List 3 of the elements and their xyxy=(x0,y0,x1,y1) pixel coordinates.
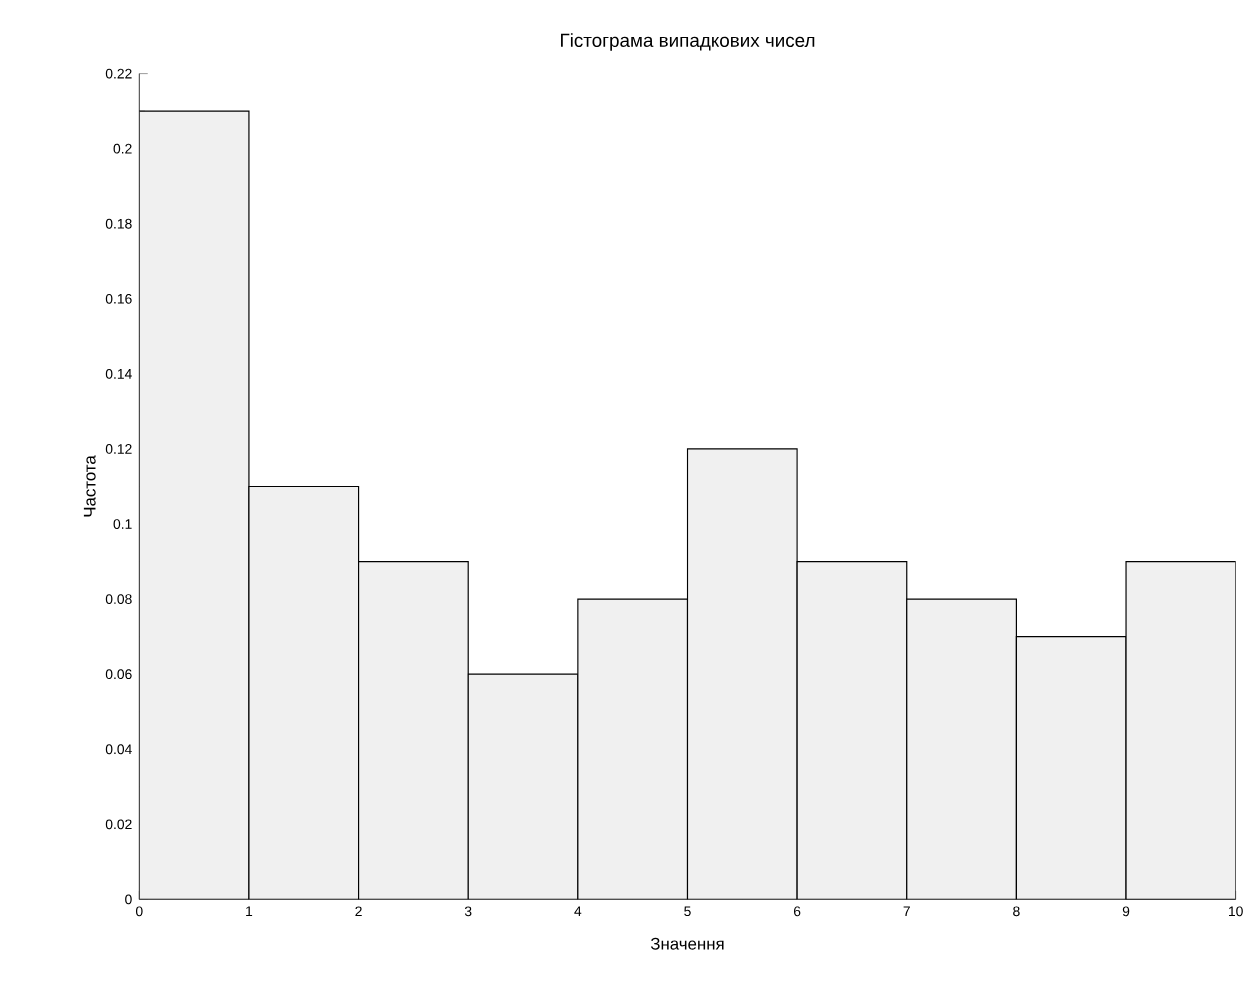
y-axis-title: Частота xyxy=(83,454,96,517)
x-axis-title: Значення xyxy=(650,937,724,950)
chart-title: Гістограма випадкових чисел xyxy=(561,32,815,51)
